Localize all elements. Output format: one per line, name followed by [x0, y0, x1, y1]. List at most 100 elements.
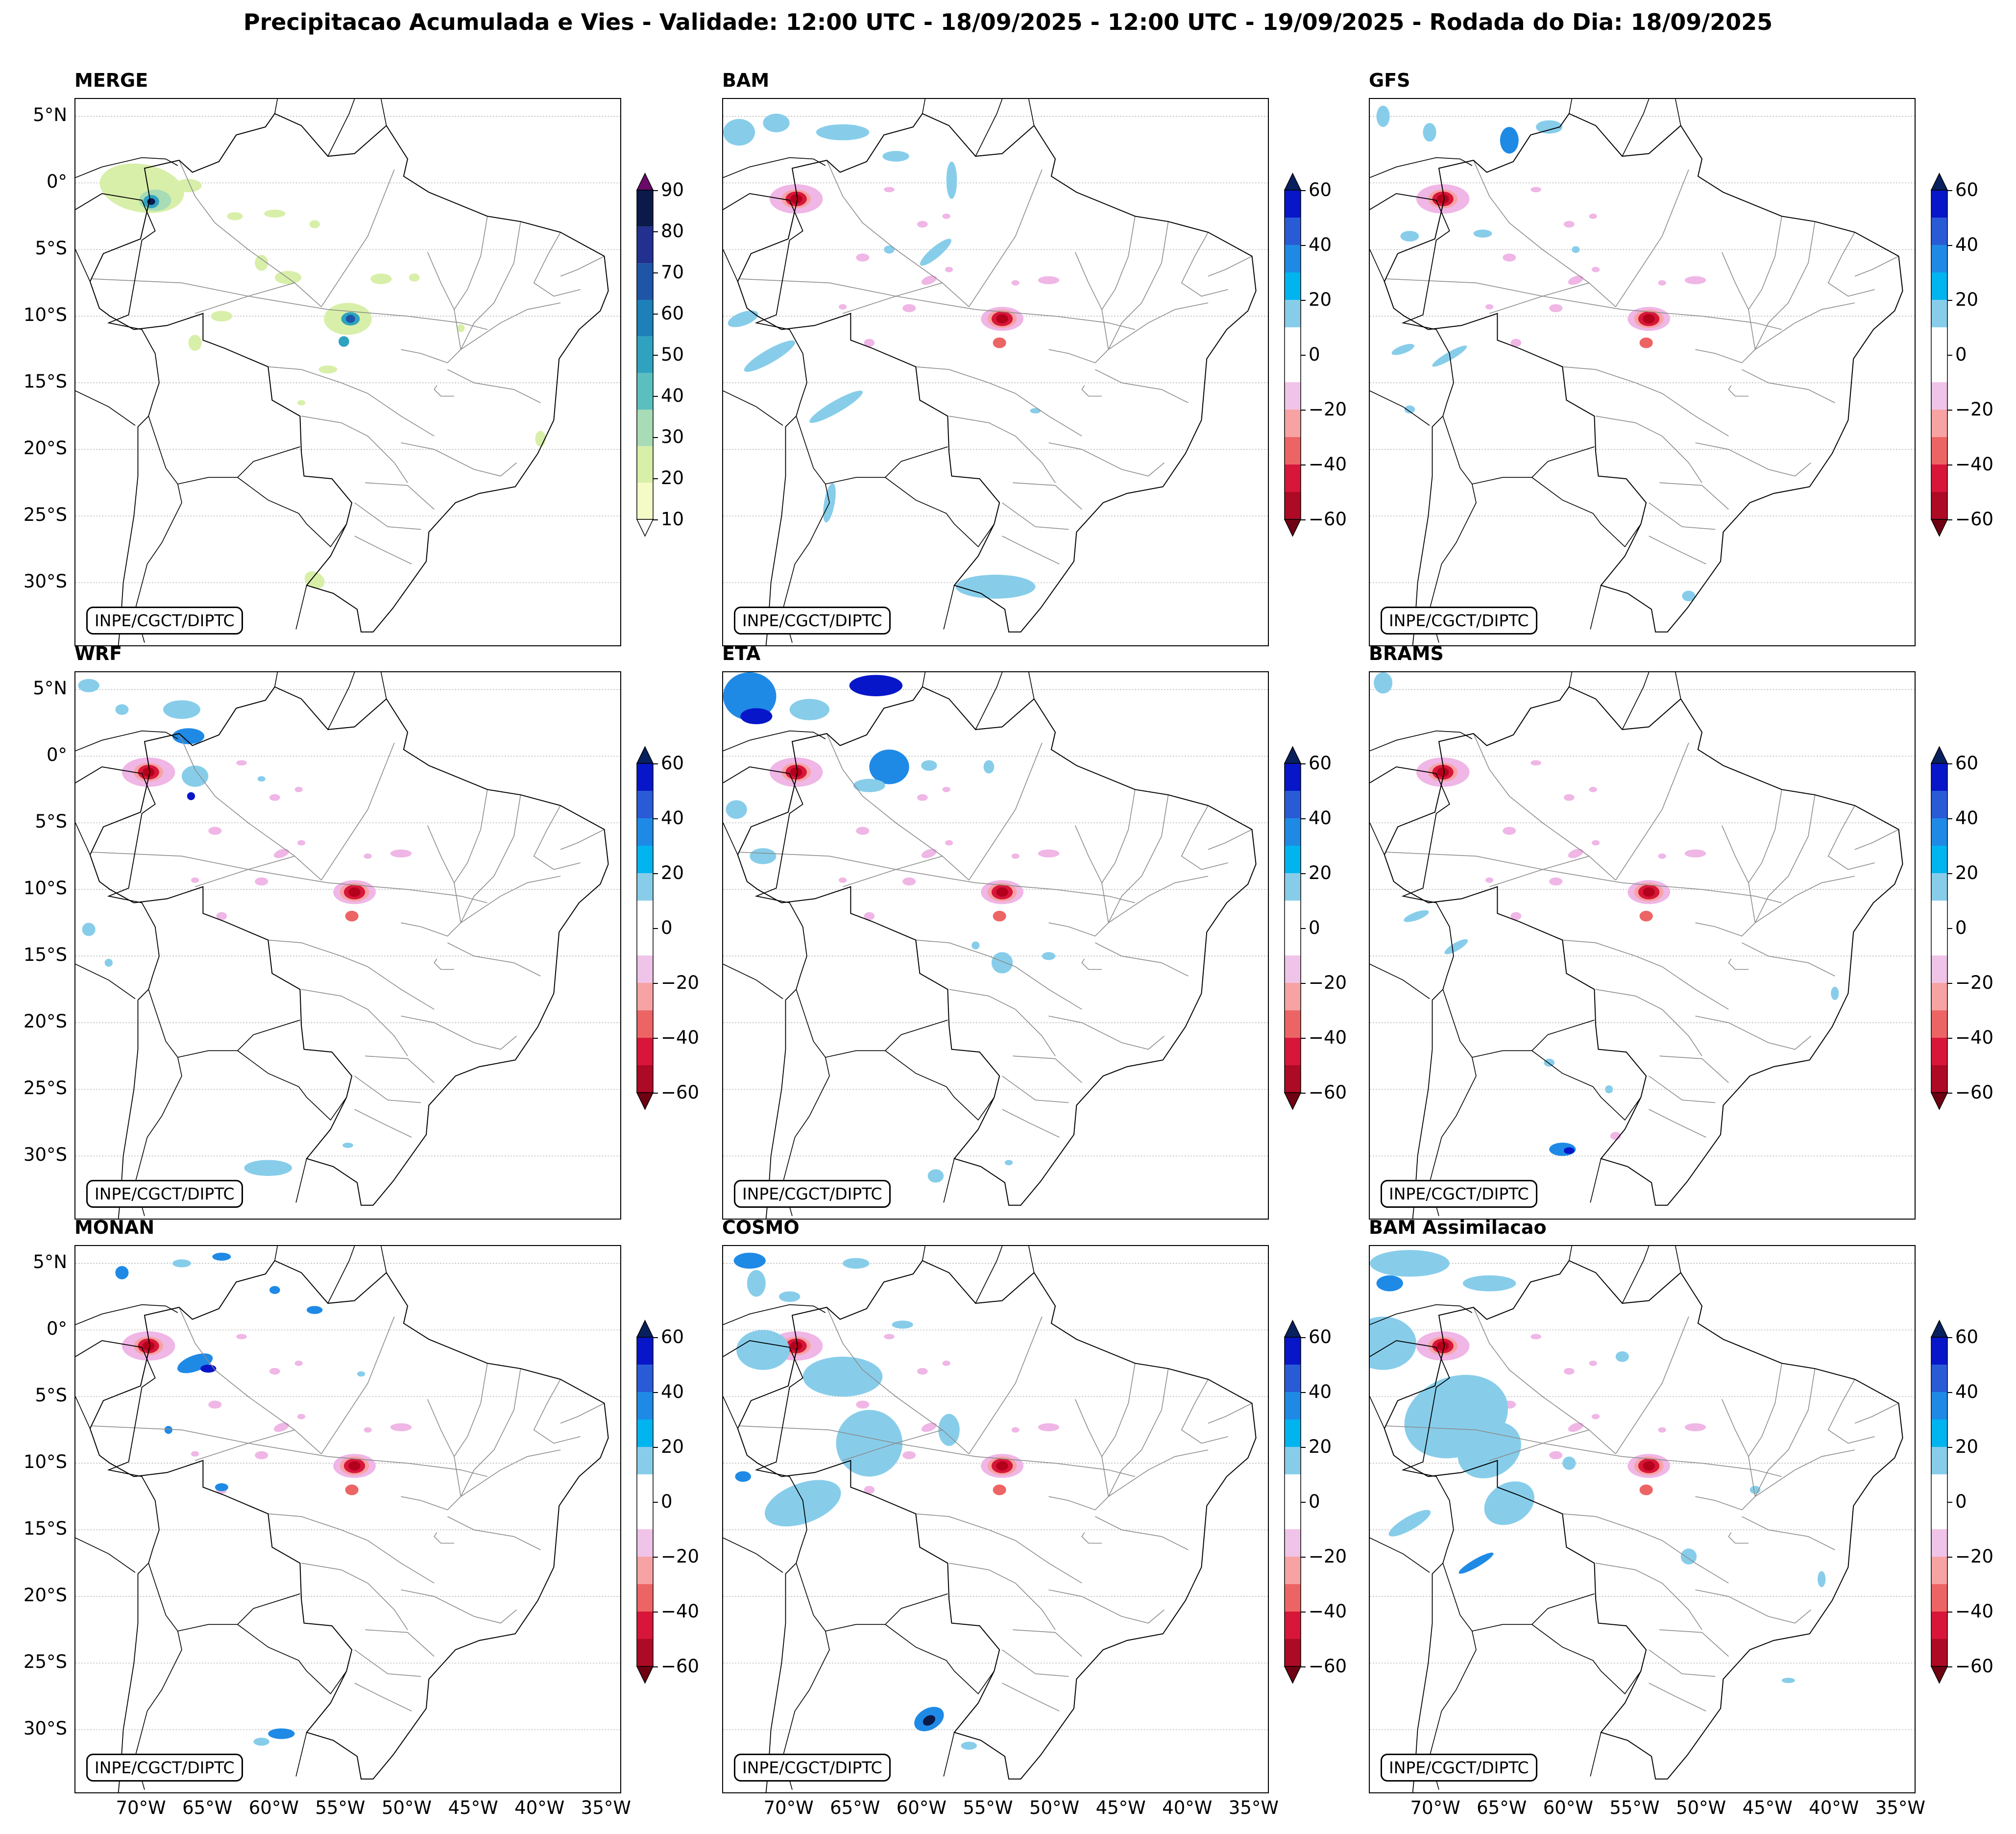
- lat-tick-label: 5°S: [35, 811, 67, 832]
- colorbar-tick-mark: [1947, 763, 1952, 764]
- colorbar: [1930, 172, 1948, 541]
- lat-tick-label: 20°S: [23, 438, 67, 459]
- country-borders: [75, 1246, 387, 1792]
- map-panel[interactable]: INPE/CGCT/DIPTC: [722, 98, 1269, 646]
- lat-tick-label: 5°N: [33, 1251, 67, 1273]
- colorbar-tick-mark: [1301, 245, 1306, 246]
- lat-tick-label: 15°S: [23, 371, 67, 392]
- contour-blob: [1563, 794, 1575, 801]
- contour-blob: [1530, 760, 1541, 766]
- contour-blob: [921, 275, 937, 285]
- lon-tick-label: 55°W: [1609, 1797, 1660, 1818]
- contour-blob: [1376, 105, 1390, 127]
- map-panel[interactable]: INPE/CGCT/DIPTC: [74, 671, 621, 1220]
- lon-tick-label: 55°W: [963, 1797, 1013, 1818]
- contour-blob: [747, 1270, 766, 1297]
- colorbar-tick-mark: [1301, 1038, 1306, 1039]
- contour-blob: [1684, 849, 1706, 858]
- contour-blob: [790, 1341, 802, 1351]
- map-panel[interactable]: INPE/CGCT/DIPTC: [722, 671, 1269, 1220]
- colorbar-tick-mark: [1947, 1392, 1952, 1393]
- colorbar-tick-mark: [653, 1502, 658, 1503]
- map-canvas: [75, 99, 620, 645]
- colorbar-tick-mark: [1301, 519, 1306, 520]
- lon-tick-label: 50°W: [1676, 1797, 1726, 1818]
- colorbar-tick-label: 40: [661, 1381, 684, 1402]
- contour-blob: [208, 1400, 222, 1409]
- country-borders: [723, 1246, 1035, 1792]
- lat-tick-label: 0°: [46, 744, 67, 766]
- map-panel[interactable]: INPE/CGCT/DIPTC: [74, 1245, 621, 1793]
- colorbar-tick-label: 20: [1309, 289, 1332, 310]
- contour-blob: [740, 708, 773, 725]
- contour-blob: [853, 779, 885, 792]
- colorbar-tick-mark: [653, 928, 658, 929]
- state-borders: [1385, 1307, 1899, 1712]
- contour-blob: [816, 124, 870, 141]
- colorbar-tick-label: −20: [1309, 399, 1347, 420]
- colorbar-tick-mark: [1947, 1557, 1952, 1558]
- contour-blob: [1781, 1678, 1795, 1683]
- contour-blob: [269, 794, 280, 801]
- map-panel[interactable]: INPE/CGCT/DIPTC: [722, 1245, 1269, 1793]
- colorbar-tick-label: −40: [1309, 1027, 1347, 1048]
- colorbar-tick-mark: [1301, 1447, 1306, 1448]
- contour-blob: [297, 1414, 306, 1419]
- colorbar-tick-label: 0: [1309, 917, 1320, 938]
- field-contours: [723, 672, 1060, 1183]
- credit-label: INPE/CGCT/DIPTC: [734, 1180, 891, 1208]
- contour-blob: [790, 194, 802, 204]
- contour-blob: [1458, 1552, 1494, 1574]
- contour-blob: [763, 113, 790, 132]
- map-panel[interactable]: INPE/CGCT/DIPTC: [74, 98, 621, 646]
- contour-blob: [1370, 1250, 1450, 1277]
- contour-blob: [1563, 1368, 1575, 1375]
- colorbar-tick-label: −40: [1309, 454, 1347, 475]
- state-borders: [91, 160, 605, 564]
- contour-blob: [1563, 220, 1575, 228]
- contour-blob: [364, 1427, 372, 1433]
- field-contours: [733, 1252, 1060, 1750]
- contour-blob: [309, 220, 320, 228]
- colorbar-tick-mark: [1301, 873, 1306, 874]
- panel-title: GFS: [1369, 70, 1410, 91]
- colorbar-tick-label: 20: [661, 862, 684, 883]
- colorbar-tick-mark: [1947, 519, 1952, 520]
- contour-blob: [921, 1422, 937, 1432]
- colorbar-tick-label: 20: [1955, 1436, 1979, 1457]
- map-canvas: [75, 1246, 620, 1792]
- colorbar-tick-mark: [653, 1038, 658, 1039]
- contour-blob: [236, 1334, 247, 1340]
- colorbar-tick-mark: [1301, 818, 1306, 819]
- colorbar-tick-mark: [1947, 1038, 1952, 1039]
- contour-blob: [1562, 1456, 1576, 1470]
- colorbar-tick-mark: [1947, 1666, 1952, 1667]
- colorbar-tick-label: −20: [1309, 972, 1347, 993]
- contour-blob: [304, 571, 325, 589]
- contour-blob: [972, 941, 980, 950]
- panel-title: MONAN: [74, 1217, 155, 1238]
- contour-blob: [535, 431, 546, 447]
- credit-label: INPE/CGCT/DIPTC: [734, 1754, 891, 1782]
- map-panel[interactable]: INPE/CGCT/DIPTC: [1369, 1245, 1916, 1793]
- colorbar-tick-label: −40: [1955, 1027, 1994, 1048]
- colorbar-tick-mark: [1301, 190, 1306, 191]
- credit-label: INPE/CGCT/DIPTC: [86, 1180, 243, 1208]
- colorbar-tick-mark: [1947, 410, 1952, 411]
- state-borders: [91, 733, 605, 1138]
- contour-blob: [736, 1330, 790, 1370]
- contour-blob: [227, 212, 243, 220]
- contour-blob: [902, 304, 916, 313]
- colorbar-tick-mark: [653, 478, 658, 479]
- lon-tick-label: 45°W: [1095, 1797, 1146, 1818]
- map-panel[interactable]: INPE/CGCT/DIPTC: [1369, 671, 1916, 1220]
- contour-blob: [996, 314, 1008, 324]
- colorbar-swatches: [636, 746, 654, 1110]
- contour-blob: [856, 1400, 870, 1409]
- lat-tick-label: 25°S: [23, 1077, 67, 1099]
- colorbar-tick-label: 60: [1309, 753, 1332, 774]
- contour-blob: [809, 391, 863, 423]
- lat-tick-label: 5°S: [35, 238, 67, 259]
- map-panel[interactable]: INPE/CGCT/DIPTC: [1369, 98, 1916, 646]
- map-canvas: [1370, 672, 1915, 1219]
